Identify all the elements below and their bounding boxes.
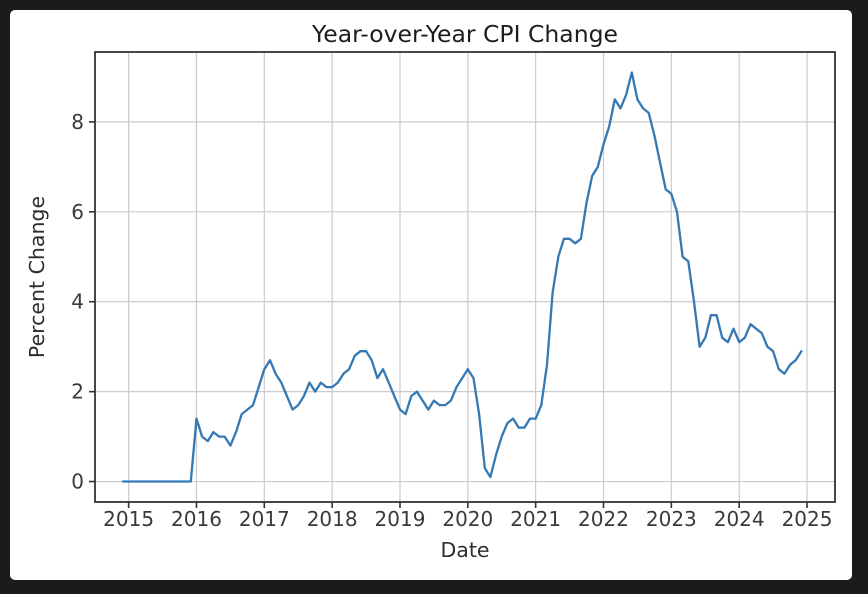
x-tick-label: 2025 xyxy=(782,507,833,531)
x-tick-label: 2022 xyxy=(578,507,629,531)
chart-figure: Year-over-Year CPI Change Date Percent C… xyxy=(10,10,852,580)
axes-frame xyxy=(94,51,836,503)
y-tick-label: 6 xyxy=(71,200,84,224)
x-tick-label: 2018 xyxy=(307,507,358,531)
x-tick-label: 2023 xyxy=(646,507,697,531)
x-tick-label: 2016 xyxy=(171,507,222,531)
y-axis-label: Percent Change xyxy=(25,196,49,358)
cpi-yoy-line xyxy=(121,71,803,483)
x-axis-label: Date xyxy=(441,538,490,562)
y-tick-label: 8 xyxy=(71,110,84,134)
x-tick-label: 2024 xyxy=(714,507,765,531)
x-tick-label: 2021 xyxy=(510,507,561,531)
cpi-chart-svg: Year-over-Year CPI Change Date Percent C… xyxy=(25,20,836,562)
x-tick-label: 2019 xyxy=(375,507,426,531)
x-tick-label: 2020 xyxy=(442,507,493,531)
chart-title: Year-over-Year CPI Change xyxy=(311,20,618,48)
y-tick-label: 0 xyxy=(71,470,84,494)
y-tick-label: 4 xyxy=(71,290,84,314)
x-tick-label: 2015 xyxy=(103,507,154,531)
y-tick-label: 2 xyxy=(71,380,84,404)
x-tick-label: 2017 xyxy=(239,507,290,531)
